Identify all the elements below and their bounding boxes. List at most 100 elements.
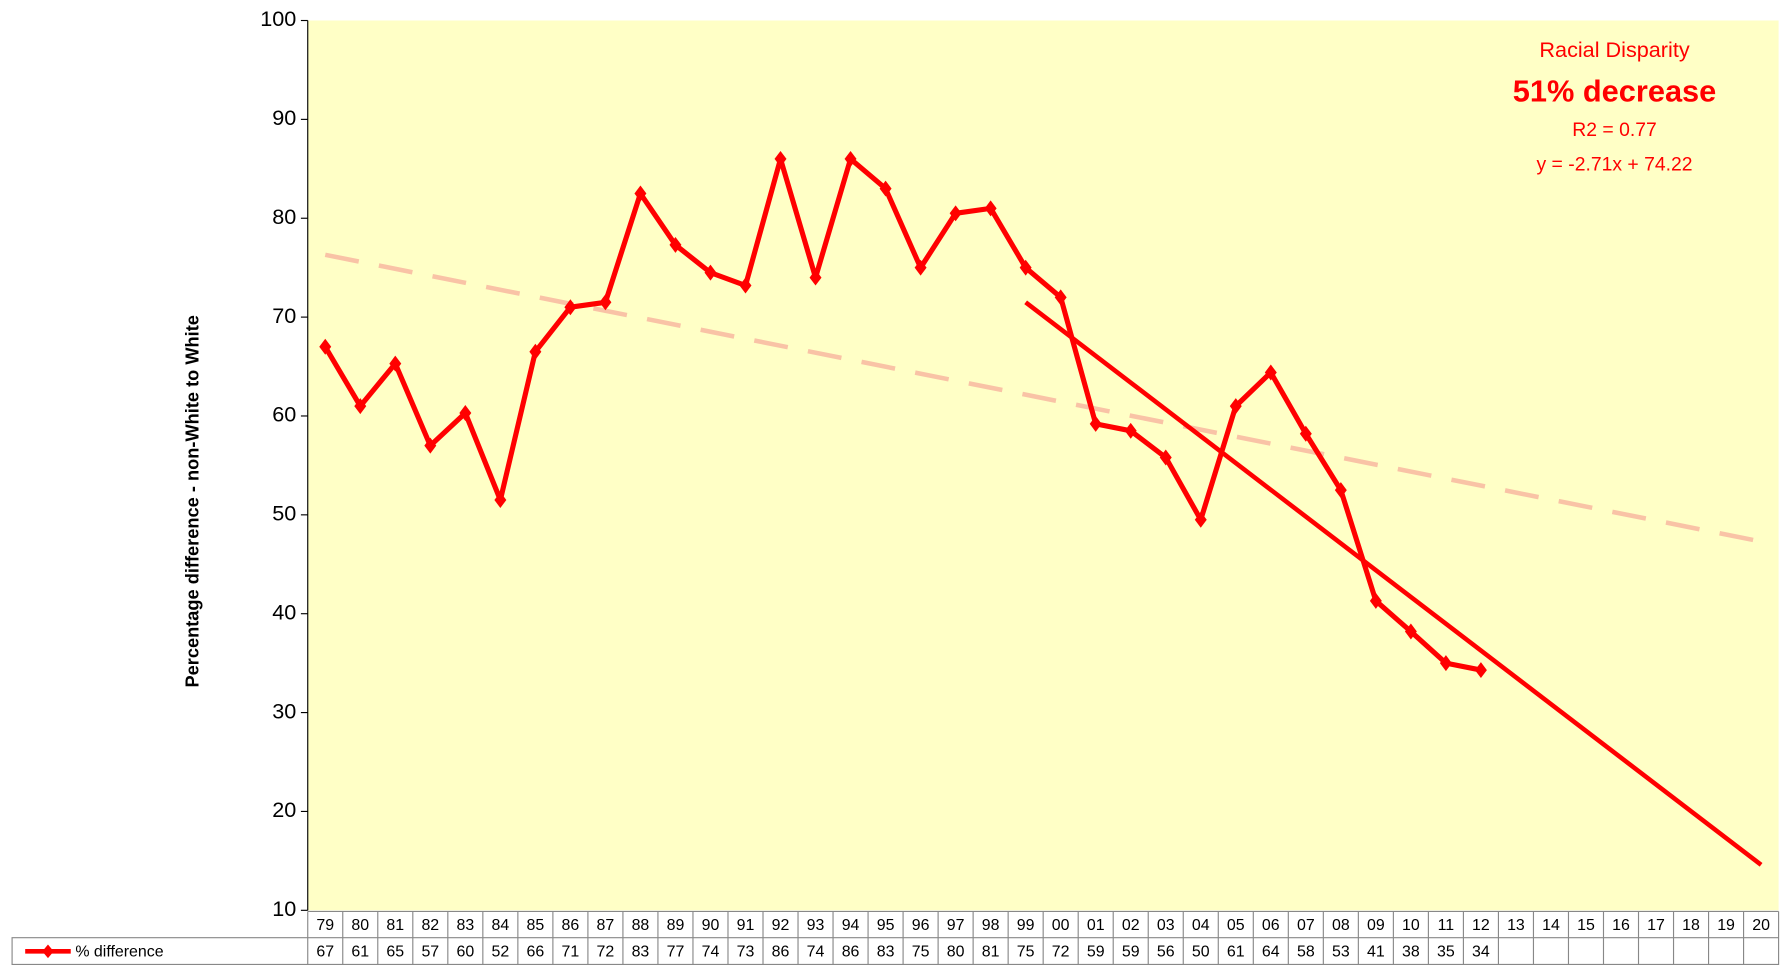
trendline <box>1024 300 1763 867</box>
table-value: 83 <box>877 944 895 961</box>
marker <box>1229 398 1242 415</box>
x-tick-label: 86 <box>562 917 580 934</box>
x-tick-label: 80 <box>351 917 369 934</box>
table-value: 67 <box>316 944 334 961</box>
table-value: 38 <box>1402 944 1420 961</box>
table-value: 65 <box>386 944 404 961</box>
table-value: 64 <box>1262 944 1280 961</box>
y-tick-label: 30 <box>272 698 296 723</box>
marker <box>914 259 927 276</box>
x-tick-label: 09 <box>1367 917 1385 934</box>
marker <box>879 180 892 197</box>
x-tick-label: 81 <box>386 917 404 934</box>
marker <box>1019 259 1032 276</box>
x-tick-label: 14 <box>1542 917 1560 934</box>
x-tick-label: 94 <box>842 917 860 934</box>
table-value: 59 <box>1122 944 1140 961</box>
table-value: 50 <box>1192 944 1210 961</box>
marker <box>564 299 577 316</box>
x-tick-label: 16 <box>1612 917 1630 934</box>
y-tick-label: 90 <box>272 105 296 130</box>
x-tick-label: 82 <box>421 917 439 934</box>
x-tick-label: 89 <box>667 917 685 934</box>
table-value: 77 <box>667 944 685 961</box>
annotation: 51% decrease <box>1513 74 1716 109</box>
marker <box>984 200 997 217</box>
marker <box>1474 662 1487 679</box>
legend-marker <box>42 944 54 959</box>
annotation: y = -2.71x + 74.22 <box>1537 153 1693 175</box>
table-value: 66 <box>527 944 545 961</box>
x-tick-label: 07 <box>1297 917 1315 934</box>
table-value: 60 <box>456 944 474 961</box>
y-tick-label: 60 <box>272 402 296 427</box>
marker <box>809 269 822 286</box>
marker <box>1054 289 1067 306</box>
table-value: 58 <box>1297 944 1315 961</box>
marker <box>1404 623 1417 640</box>
x-tick-label: 99 <box>1017 917 1035 934</box>
y-tick-label: 50 <box>272 501 296 526</box>
marker <box>1124 422 1137 439</box>
x-tick-label: 79 <box>316 917 334 934</box>
x-tick-label: 08 <box>1332 917 1350 934</box>
x-tick-label: 04 <box>1192 917 1210 934</box>
table-value: 86 <box>772 944 790 961</box>
marker <box>1159 449 1172 466</box>
x-tick-label: 91 <box>737 917 755 934</box>
marker <box>459 405 472 421</box>
table-value: 75 <box>912 944 930 961</box>
x-tick-label: 98 <box>982 917 1000 934</box>
x-tick-label: 15 <box>1577 917 1595 934</box>
table-value: 86 <box>842 944 860 961</box>
y-tick-label: 100 <box>260 6 296 31</box>
x-tick-label: 03 <box>1157 917 1175 934</box>
x-tick-label: 87 <box>597 917 615 934</box>
table-value: 56 <box>1157 944 1175 961</box>
series-line <box>323 156 1482 673</box>
x-tick-label: 11 <box>1438 917 1455 934</box>
x-tick-label: 95 <box>877 917 895 934</box>
marker <box>669 236 682 253</box>
x-tick-label: 00 <box>1052 917 1070 934</box>
x-tick-label: 10 <box>1402 917 1420 934</box>
x-tick-label: 88 <box>632 917 650 934</box>
y-tick-label: 10 <box>272 896 296 921</box>
table-value: 57 <box>421 944 439 961</box>
y-tick-label: 70 <box>272 303 296 328</box>
marker <box>1334 482 1347 499</box>
table-value: 53 <box>1332 944 1350 961</box>
marker <box>949 205 962 222</box>
marker <box>1299 425 1312 442</box>
x-tick-label: 01 <box>1087 917 1105 934</box>
marker <box>494 492 507 508</box>
marker <box>1264 364 1277 381</box>
table-value: 74 <box>807 944 825 961</box>
x-tick-label: 93 <box>807 917 825 934</box>
table-value: 52 <box>491 944 509 961</box>
table-value: 74 <box>702 944 720 961</box>
x-tick-label: 90 <box>702 917 720 934</box>
marker <box>424 437 437 454</box>
x-tick-label: 17 <box>1647 917 1665 934</box>
annotation: Racial Disparity <box>1539 37 1689 62</box>
marker <box>1089 415 1102 432</box>
marker <box>739 277 752 294</box>
table-value: 72 <box>1052 944 1070 961</box>
x-tick-label: 97 <box>947 917 965 934</box>
x-tick-label: 02 <box>1122 917 1140 934</box>
x-tick-label: 05 <box>1227 917 1245 934</box>
marker <box>704 264 717 281</box>
x-tick-label: 13 <box>1507 917 1525 934</box>
table-value: 34 <box>1472 944 1490 961</box>
x-tick-label: 06 <box>1262 917 1280 934</box>
table-value: 83 <box>632 944 650 961</box>
x-tick-label: 83 <box>456 917 474 934</box>
x-tick-label: 85 <box>527 917 545 934</box>
marker <box>1369 592 1382 609</box>
x-tick-label: 12 <box>1472 917 1490 934</box>
annotation: R2 = 0.77 <box>1572 119 1657 141</box>
marker <box>1439 655 1452 672</box>
x-tick-label: 20 <box>1752 917 1770 934</box>
